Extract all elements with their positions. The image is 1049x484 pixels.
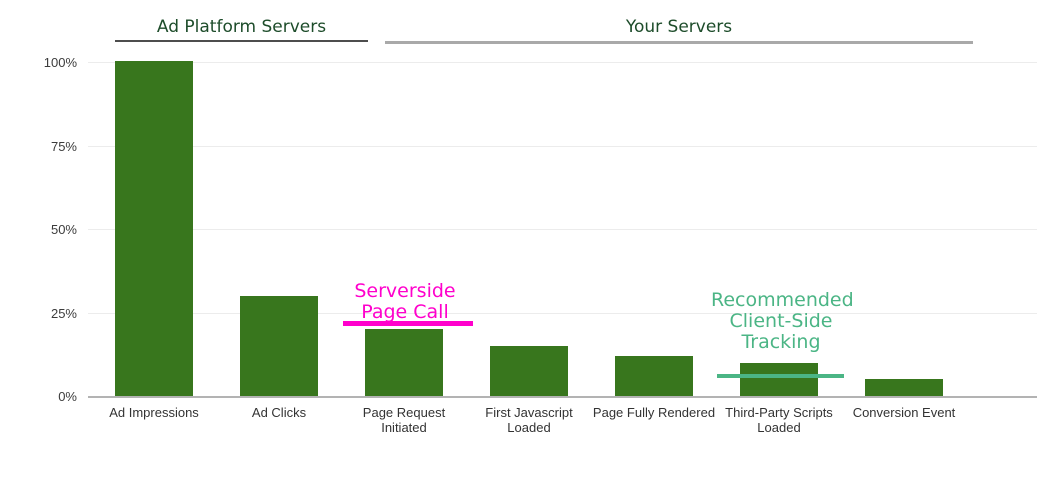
x-label-ad-clicks: Ad Clicks: [251, 405, 307, 420]
annotation-line-client-side: [717, 374, 844, 378]
x-label-conversion-event: Conversion Event: [852, 405, 956, 420]
y-tick-0: 0%: [58, 389, 77, 404]
bar-ad-clicks: [240, 296, 318, 396]
x-label-third-party-scripts-loaded: Third-Party Scripts Loaded: [725, 405, 833, 435]
bar-third-party-scripts-loaded: [740, 363, 818, 396]
bar-page-request-initiated: [365, 329, 443, 396]
gridline-25: [88, 313, 1037, 314]
group-header-ad-platform-servers: Ad Platform Servers: [156, 17, 327, 37]
y-tick-50: 50%: [50, 222, 77, 237]
y-tick-100: 100%: [43, 55, 77, 70]
group-header-your-servers: Your Servers: [625, 17, 733, 37]
bar-conversion-event: [865, 379, 943, 396]
x-label-page-request-initiated: Page Request Initiated: [362, 405, 446, 435]
group-underline-your-servers: [385, 41, 973, 44]
gridline-100: [88, 62, 1037, 63]
annotation-line-serverside: [343, 321, 473, 326]
y-tick-75: 75%: [50, 139, 77, 154]
gridline-75: [88, 146, 1037, 147]
group-underline-ad-platform: [115, 40, 368, 42]
y-tick-25: 25%: [50, 306, 77, 321]
x-label-first-javascript-loaded: First Javascript Loaded: [485, 405, 573, 435]
x-label-ad-impressions: Ad Impressions: [109, 405, 199, 420]
x-axis-line: [88, 396, 1037, 398]
x-label-page-fully-rendered: Page Fully Rendered: [592, 405, 716, 420]
bar-first-javascript-loaded: [490, 346, 568, 396]
annotation-recommended-client-side-tracking: Recommended Client-Side Tracking: [711, 289, 854, 353]
bar-ad-impressions: [115, 61, 193, 396]
gridline-50: [88, 229, 1037, 230]
bar-page-fully-rendered: [615, 356, 693, 396]
annotation-serverside-page-call: Serverside Page Call: [354, 280, 456, 323]
